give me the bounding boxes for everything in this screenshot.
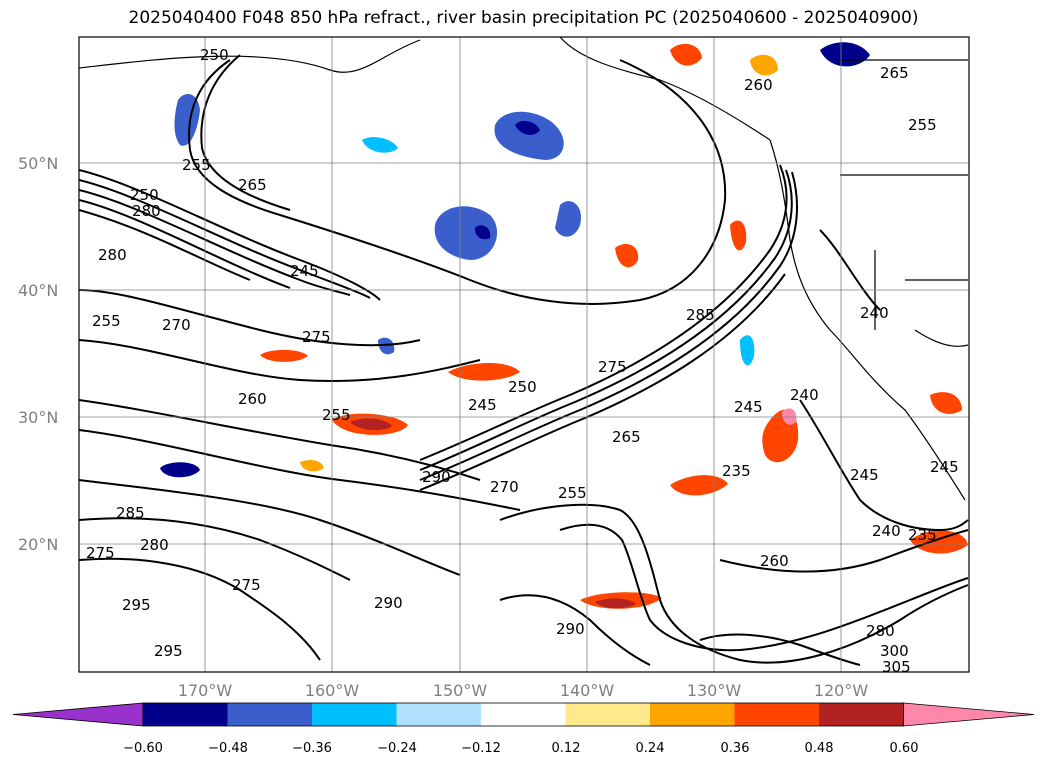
contour-label: 255 xyxy=(558,484,587,502)
lat-label: 30°N xyxy=(18,408,58,427)
contour-label: 300 xyxy=(880,642,909,660)
colorbar-segment xyxy=(565,703,651,726)
lat-label: 20°N xyxy=(18,535,58,554)
lon-label: 150°W xyxy=(433,681,488,700)
colorbar-tick-label: −0.36 xyxy=(292,741,332,756)
contour-label: 260 xyxy=(744,76,773,94)
colorbar-segments xyxy=(12,702,1035,727)
colorbar-tick-label: −0.12 xyxy=(461,741,501,756)
contour-label: 240 xyxy=(790,386,819,404)
contour-label: 285 xyxy=(686,306,715,324)
contour-label: 270 xyxy=(490,478,519,496)
contour-label: 245 xyxy=(930,458,959,476)
colorbar-segment xyxy=(312,703,397,726)
colorbar-segment xyxy=(819,703,904,726)
contour-label: 280 xyxy=(140,536,169,554)
contour-label: 275 xyxy=(302,328,331,346)
contour-label: 255 xyxy=(322,406,351,424)
lon-label: 130°W xyxy=(687,681,742,700)
contour-label: 275 xyxy=(598,358,627,376)
lon-label: 120°W xyxy=(814,681,869,700)
lon-label: 170°W xyxy=(178,681,233,700)
contour-label: 245 xyxy=(290,262,319,280)
contour-label: 245 xyxy=(734,398,763,416)
contour-label: 240 xyxy=(860,304,889,322)
contour-label: 280 xyxy=(98,246,127,264)
colorbar-frame xyxy=(142,702,904,727)
colorbar-tick-label: 0.12 xyxy=(552,741,581,756)
colorbar: −0.60 −0.48 −0.36 −0.24 −0.12 0.12 0.24 … xyxy=(12,702,1035,756)
colorbar-segment xyxy=(227,703,313,726)
lat-label: 40°N xyxy=(18,281,58,300)
colorbar-tick-label: −0.48 xyxy=(208,741,248,756)
contour-label: 255 xyxy=(182,156,211,174)
graticule xyxy=(79,37,969,672)
colorbar-tick-label: 0.36 xyxy=(721,741,750,756)
contour-label: 290 xyxy=(374,594,403,612)
contour-label: 290 xyxy=(556,620,585,638)
contour-label: 290 xyxy=(422,468,451,486)
colorbar-segment xyxy=(396,703,482,726)
colorbar-extend-high xyxy=(903,702,1035,727)
contour-label: 235 xyxy=(722,462,751,480)
contour-label: 280 xyxy=(866,622,895,640)
colorbar-tick-label: 0.60 xyxy=(890,741,919,756)
contour-label: 255 xyxy=(908,116,937,134)
colorbar-segment xyxy=(481,703,566,726)
contour-label: 285 xyxy=(116,504,145,522)
map-frame xyxy=(78,36,970,673)
lat-label: 50°N xyxy=(18,154,58,173)
colorbar-segment xyxy=(734,703,820,726)
contour-label: 250 xyxy=(200,46,229,64)
contour-label: 250 xyxy=(508,378,537,396)
contour-label: 265 xyxy=(880,64,909,82)
shaded-precip-areas xyxy=(160,42,968,609)
contour-labels: 250 255 265 250 280 280 245 255 270 275 … xyxy=(86,46,959,676)
colorbar-extend-low xyxy=(12,702,144,727)
colorbar-segment xyxy=(143,703,228,726)
contour-label: 245 xyxy=(850,466,879,484)
contour-label: 270 xyxy=(162,316,191,334)
contour-label: 250 xyxy=(130,186,159,204)
contour-label: 255 xyxy=(92,312,121,330)
contour-label: 260 xyxy=(760,552,789,570)
contour-label: 240 xyxy=(872,522,901,540)
contour-label: 245 xyxy=(468,396,497,414)
colorbar-tick-label: 0.48 xyxy=(805,741,834,756)
contour-label: 235 xyxy=(908,526,937,544)
contour-label: 265 xyxy=(612,428,641,446)
longitude-labels: 170°W 160°W 150°W 140°W 130°W 120°W xyxy=(178,681,869,700)
map-title: 2025040400 F048 850 hPa refract., river … xyxy=(128,8,919,28)
contour-label: 280 xyxy=(132,202,161,220)
lon-label: 140°W xyxy=(560,681,615,700)
contour-label: 295 xyxy=(154,642,183,660)
colorbar-segment xyxy=(650,703,735,726)
contour-label: 305 xyxy=(882,658,911,676)
contour-label: 275 xyxy=(86,544,115,562)
contour-label: 260 xyxy=(238,390,267,408)
contour-label: 275 xyxy=(232,576,261,594)
latitude-labels: 50°N 40°N 30°N 20°N xyxy=(18,154,58,554)
contour-label: 265 xyxy=(238,176,267,194)
colorbar-tick-label: −0.60 xyxy=(123,741,163,756)
contour-label: 295 xyxy=(122,596,151,614)
colorbar-tick-label: 0.24 xyxy=(636,741,665,756)
colorbar-tick-label: −0.24 xyxy=(377,741,417,756)
lon-label: 160°W xyxy=(305,681,360,700)
map-panel: 250 255 265 250 280 280 245 255 270 275 … xyxy=(79,37,969,676)
refractivity-contours xyxy=(79,54,969,666)
colorbar-ticks: −0.60 −0.48 −0.36 −0.24 −0.12 0.12 0.24 … xyxy=(123,741,918,756)
